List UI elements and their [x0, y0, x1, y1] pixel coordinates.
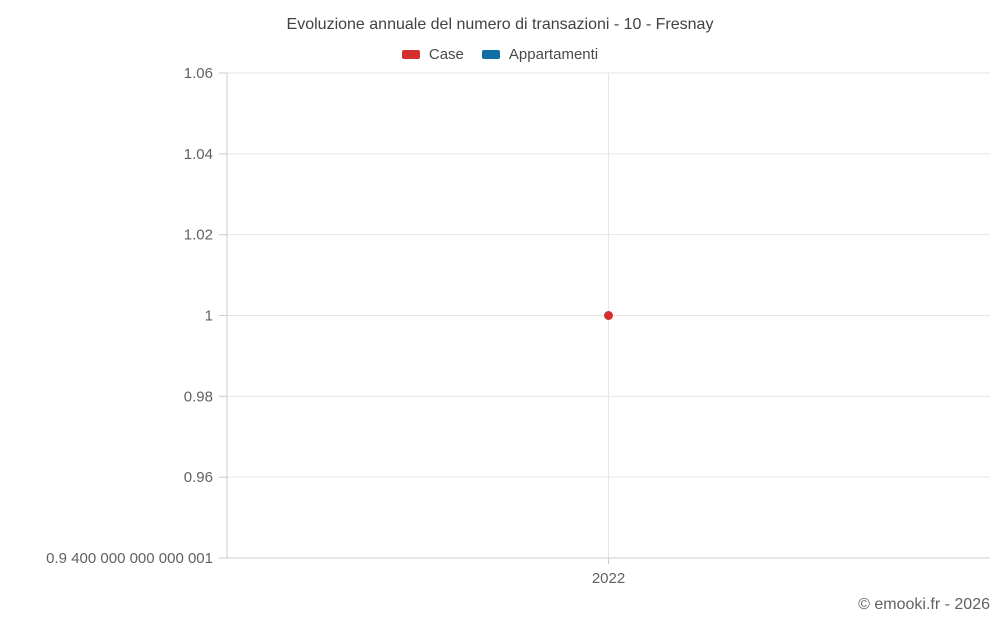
y-tick-label: 0.96 [184, 469, 213, 486]
x-tick-label: 2022 [592, 570, 625, 587]
legend-item-case[interactable]: Case [401, 46, 464, 63]
y-tick-label: 1.02 [184, 227, 213, 244]
y-tick-label: 1.06 [184, 65, 213, 82]
chart-title: Evoluzione annuale del numero di transaz… [286, 16, 714, 33]
y-tick-label: 0.9 400 000 000 000 001 [46, 550, 213, 567]
case-swatch-icon [401, 50, 420, 59]
legend: Case Appartamenti [0, 46, 1000, 63]
appartamenti-swatch-icon [481, 50, 500, 59]
legend-label-case: Case [428, 46, 464, 63]
y-tick-label: 1 [205, 308, 213, 325]
copyright: © emooki.fr - 2026 [858, 596, 990, 613]
y-tick-label: 0.98 [184, 388, 213, 405]
y-tick-label: 1.04 [184, 146, 213, 163]
legend-item-appartamenti[interactable]: Appartamenti [481, 46, 599, 63]
legend-label-appartamenti: Appartamenti [508, 46, 599, 63]
data-point-case[interactable] [604, 311, 613, 320]
